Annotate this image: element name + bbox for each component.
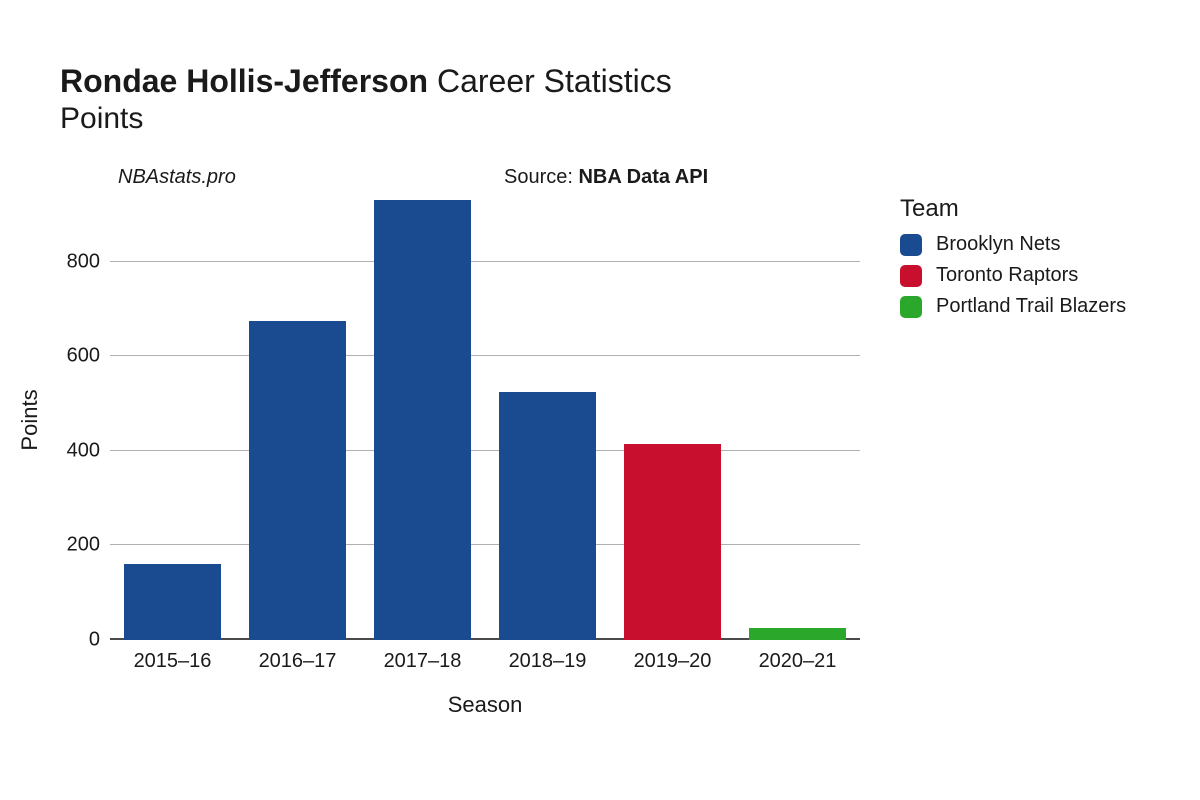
legend-label: Toronto Raptors (936, 264, 1078, 287)
gridline (110, 261, 860, 262)
bar (124, 564, 222, 640)
bar (499, 392, 597, 640)
legend-item: Brooklyn Nets (900, 233, 1126, 256)
baseline (110, 638, 860, 640)
legend-title: Team (900, 195, 1126, 223)
legend-swatch (900, 234, 922, 256)
legend-label: Portland Trail Blazers (936, 295, 1126, 318)
gridline (110, 544, 860, 545)
y-tick-label: 400 (67, 439, 100, 462)
source-prefix: Source: (504, 166, 578, 188)
gridline (110, 450, 860, 451)
legend: Team Brooklyn Nets Toronto Raptors Portlan… (900, 195, 1126, 326)
chart-container: Rondae Hollis-Jefferson Career Statistic… (0, 0, 1200, 800)
x-tick-label: 2019–20 (634, 650, 712, 673)
title-suffix: Career Statistics (437, 63, 672, 99)
bar (624, 444, 722, 640)
legend-label: Brooklyn Nets (936, 233, 1061, 256)
site-credit: NBAstats.pro (118, 166, 236, 189)
legend-swatch (900, 296, 922, 318)
y-tick-label: 200 (67, 534, 100, 557)
source-credit: Source: NBA Data API (504, 166, 708, 189)
legend-swatch (900, 265, 922, 287)
player-name: Rondae Hollis-Jefferson (60, 63, 428, 99)
x-tick-label: 2018–19 (509, 650, 587, 673)
plot-area: 02004006008002015–162016–172017–182018–1… (110, 200, 860, 640)
bar (249, 321, 347, 640)
title-block: Rondae Hollis-Jefferson Career Statistic… (60, 62, 672, 136)
bar (374, 200, 472, 640)
legend-items: Brooklyn Nets Toronto Raptors Portland Tra… (900, 233, 1126, 318)
y-tick-label: 600 (67, 345, 100, 368)
chart-subtitle: Points (60, 102, 672, 136)
gridline (110, 355, 860, 356)
legend-item: Portland Trail Blazers (900, 295, 1126, 318)
y-tick-label: 0 (89, 629, 100, 652)
x-tick-label: 2017–18 (384, 650, 462, 673)
legend-item: Toronto Raptors (900, 264, 1126, 287)
source-name: NBA Data API (578, 166, 708, 188)
x-tick-label: 2016–17 (259, 650, 337, 673)
y-tick-label: 800 (67, 250, 100, 273)
bar (749, 628, 847, 640)
chart-title: Rondae Hollis-Jefferson Career Statistic… (60, 62, 672, 100)
x-tick-label: 2015–16 (134, 650, 212, 673)
x-axis-label: Season (448, 692, 523, 718)
y-axis-label: Points (17, 389, 43, 450)
x-tick-label: 2020–21 (759, 650, 837, 673)
